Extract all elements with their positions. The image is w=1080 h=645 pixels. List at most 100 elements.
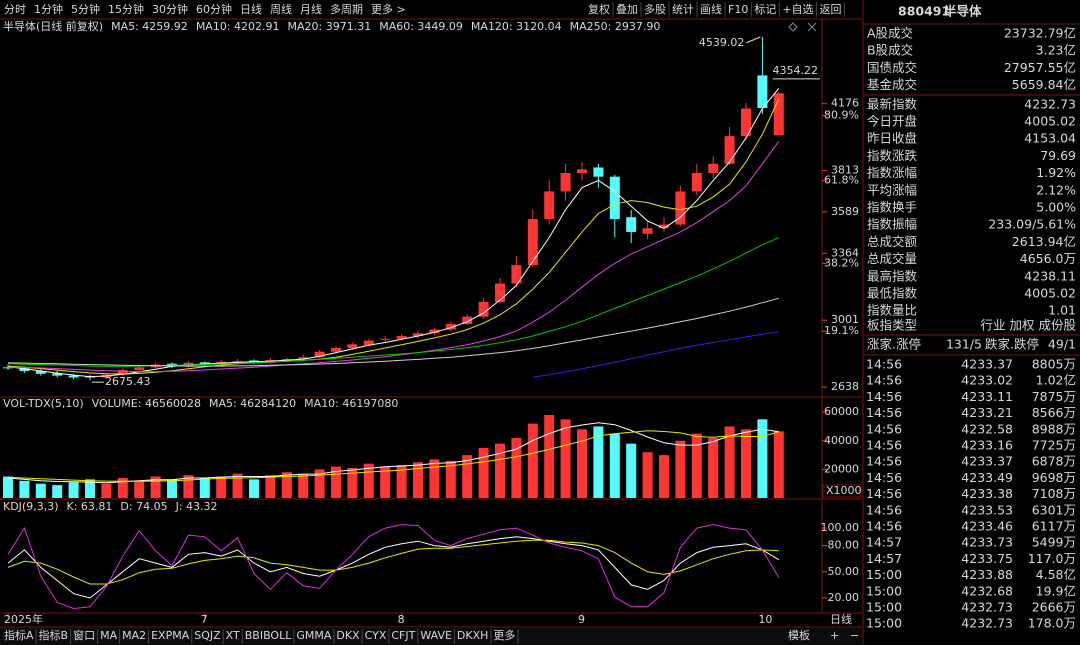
- indicator-tab[interactable]: MA2: [122, 629, 146, 642]
- tick-price: 4232.73: [961, 616, 1013, 631]
- quote-label: 昨日收盘: [867, 131, 917, 146]
- period-tab[interactable]: 15分钟: [108, 2, 144, 16]
- breadth-value: 49/1: [1048, 337, 1076, 352]
- tick-volume: 8988万: [1032, 421, 1076, 436]
- period-tab[interactable]: 1分钟: [34, 2, 63, 16]
- period-tab[interactable]: 周线: [270, 2, 292, 16]
- y-tick-label: 3364: [831, 246, 859, 259]
- legend-entry: MA120: 3120.04: [471, 20, 562, 33]
- tick-price: 4232.68: [961, 583, 1013, 598]
- candle-body: [314, 351, 325, 358]
- indicator-tab[interactable]: BBIBOLL: [245, 629, 292, 642]
- candle-body: [199, 362, 210, 364]
- tool-button[interactable]: 画线: [700, 2, 722, 16]
- tick-volume: 6117万: [1032, 519, 1076, 534]
- period-tab[interactable]: 60分钟: [196, 2, 232, 16]
- tool-button[interactable]: 标记: [754, 2, 776, 16]
- indicator-line: [7, 430, 779, 482]
- tool-button[interactable]: +: [830, 629, 839, 642]
- tool-button[interactable]: 复权: [588, 2, 610, 16]
- tick-price: 4233.16: [961, 438, 1013, 453]
- tool-button[interactable]: 多股: [644, 2, 666, 16]
- quote-value: 1.01: [1048, 303, 1076, 318]
- candle-body: [675, 191, 686, 225]
- candle-body: [577, 169, 587, 173]
- indicator-line: [7, 98, 780, 375]
- indicator-tab[interactable]: DKX: [336, 629, 360, 642]
- tick-price: 4233.02: [961, 373, 1013, 388]
- tick-time: 14:56: [866, 454, 902, 469]
- period-tab[interactable]: 月线: [300, 2, 322, 16]
- indicator-tab[interactable]: MA: [100, 629, 117, 642]
- candle-body: [741, 108, 751, 137]
- indicator-tab[interactable]: 窗口: [73, 628, 95, 642]
- indicator-tab[interactable]: WAVE: [420, 629, 452, 642]
- volume-bar: [757, 419, 768, 498]
- period-tab[interactable]: 多周期: [330, 2, 363, 16]
- pin-icon[interactable]: [788, 22, 798, 32]
- tick-volume: 7875万: [1032, 389, 1076, 404]
- candle-body: [626, 217, 637, 232]
- period-tab[interactable]: 更多 >: [371, 2, 406, 16]
- volume-bar: [199, 477, 210, 498]
- volume-bar: [167, 479, 177, 498]
- unit-box: [822, 484, 862, 498]
- tool-button[interactable]: 统计: [672, 3, 694, 16]
- legend-entry: MA60: 3449.09: [379, 20, 463, 33]
- volume-bar: [331, 466, 341, 498]
- price-line-label: 4354.22: [773, 64, 819, 77]
- candle-body: [773, 93, 784, 136]
- legend-entry: MA10: 4202.91: [196, 20, 280, 33]
- y-tick-label: 100.00: [821, 521, 860, 534]
- tick-time: 15:00: [866, 616, 902, 631]
- tool-button[interactable]: +自选: [782, 3, 813, 16]
- quote-value: 4656.0万: [1020, 251, 1076, 266]
- candle-body: [659, 224, 669, 229]
- tick-time: 15:00: [866, 600, 902, 615]
- volume-bar: [527, 423, 538, 498]
- tool-button[interactable]: 返回: [820, 3, 842, 16]
- tick-volume: 9698万: [1032, 470, 1076, 485]
- quote-value: 4153.04: [1024, 131, 1076, 146]
- volume-bar: [380, 466, 391, 498]
- quote-value: 2.12%: [1036, 182, 1076, 197]
- indicator-tab[interactable]: CFJT: [391, 629, 415, 642]
- tool-button[interactable]: 叠加: [616, 3, 638, 16]
- tick-price: 4232.73: [961, 600, 1013, 615]
- tick-time: 14:56: [866, 519, 902, 534]
- indicator-tab[interactable]: EXPMA: [151, 629, 190, 642]
- tool-button[interactable]: F10: [728, 3, 748, 16]
- x-tick-label: 7: [201, 613, 208, 626]
- indicator-tab[interactable]: DKXH: [457, 629, 489, 642]
- indicator-tab[interactable]: CYX: [365, 629, 387, 642]
- tick-time: 14:56: [866, 502, 902, 517]
- volume-bar: [708, 437, 719, 498]
- quote-value: 23732.79亿: [1004, 26, 1076, 41]
- tool-button[interactable]: −: [850, 629, 859, 642]
- quote-label: 最低指数: [867, 286, 918, 301]
- volume-bar: [659, 455, 669, 498]
- candle-body: [757, 75, 768, 108]
- tick-price: 4233.46: [961, 519, 1013, 534]
- indicator-tab[interactable]: XT: [226, 629, 240, 642]
- indicator-tab[interactable]: 指标B: [39, 628, 69, 642]
- candle-body: [527, 219, 538, 266]
- indicator-tab[interactable]: 指标A: [4, 628, 34, 642]
- tick-time: 14:57: [866, 535, 902, 550]
- indicator-tab[interactable]: 更多: [493, 628, 515, 642]
- close-icon[interactable]: [807, 22, 817, 32]
- tick-volume: 5499万: [1032, 535, 1076, 550]
- period-tab[interactable]: 5分钟: [71, 2, 100, 16]
- indicator-line: [7, 536, 780, 599]
- indicator-tab[interactable]: SQJZ: [194, 629, 221, 642]
- candle-body: [3, 367, 13, 369]
- tick-time: 14:56: [866, 470, 902, 485]
- indicator-tab[interactable]: GMMA: [296, 629, 332, 642]
- quote-label: A股成交: [867, 26, 913, 41]
- period-tab[interactable]: 分时: [4, 3, 26, 16]
- period-tab[interactable]: 日线: [240, 2, 262, 16]
- tool-button[interactable]: 模板: [788, 628, 810, 642]
- volume-bar: [68, 482, 79, 498]
- period-tab[interactable]: 30分钟: [152, 2, 188, 16]
- x-tick-label: 9: [578, 613, 585, 626]
